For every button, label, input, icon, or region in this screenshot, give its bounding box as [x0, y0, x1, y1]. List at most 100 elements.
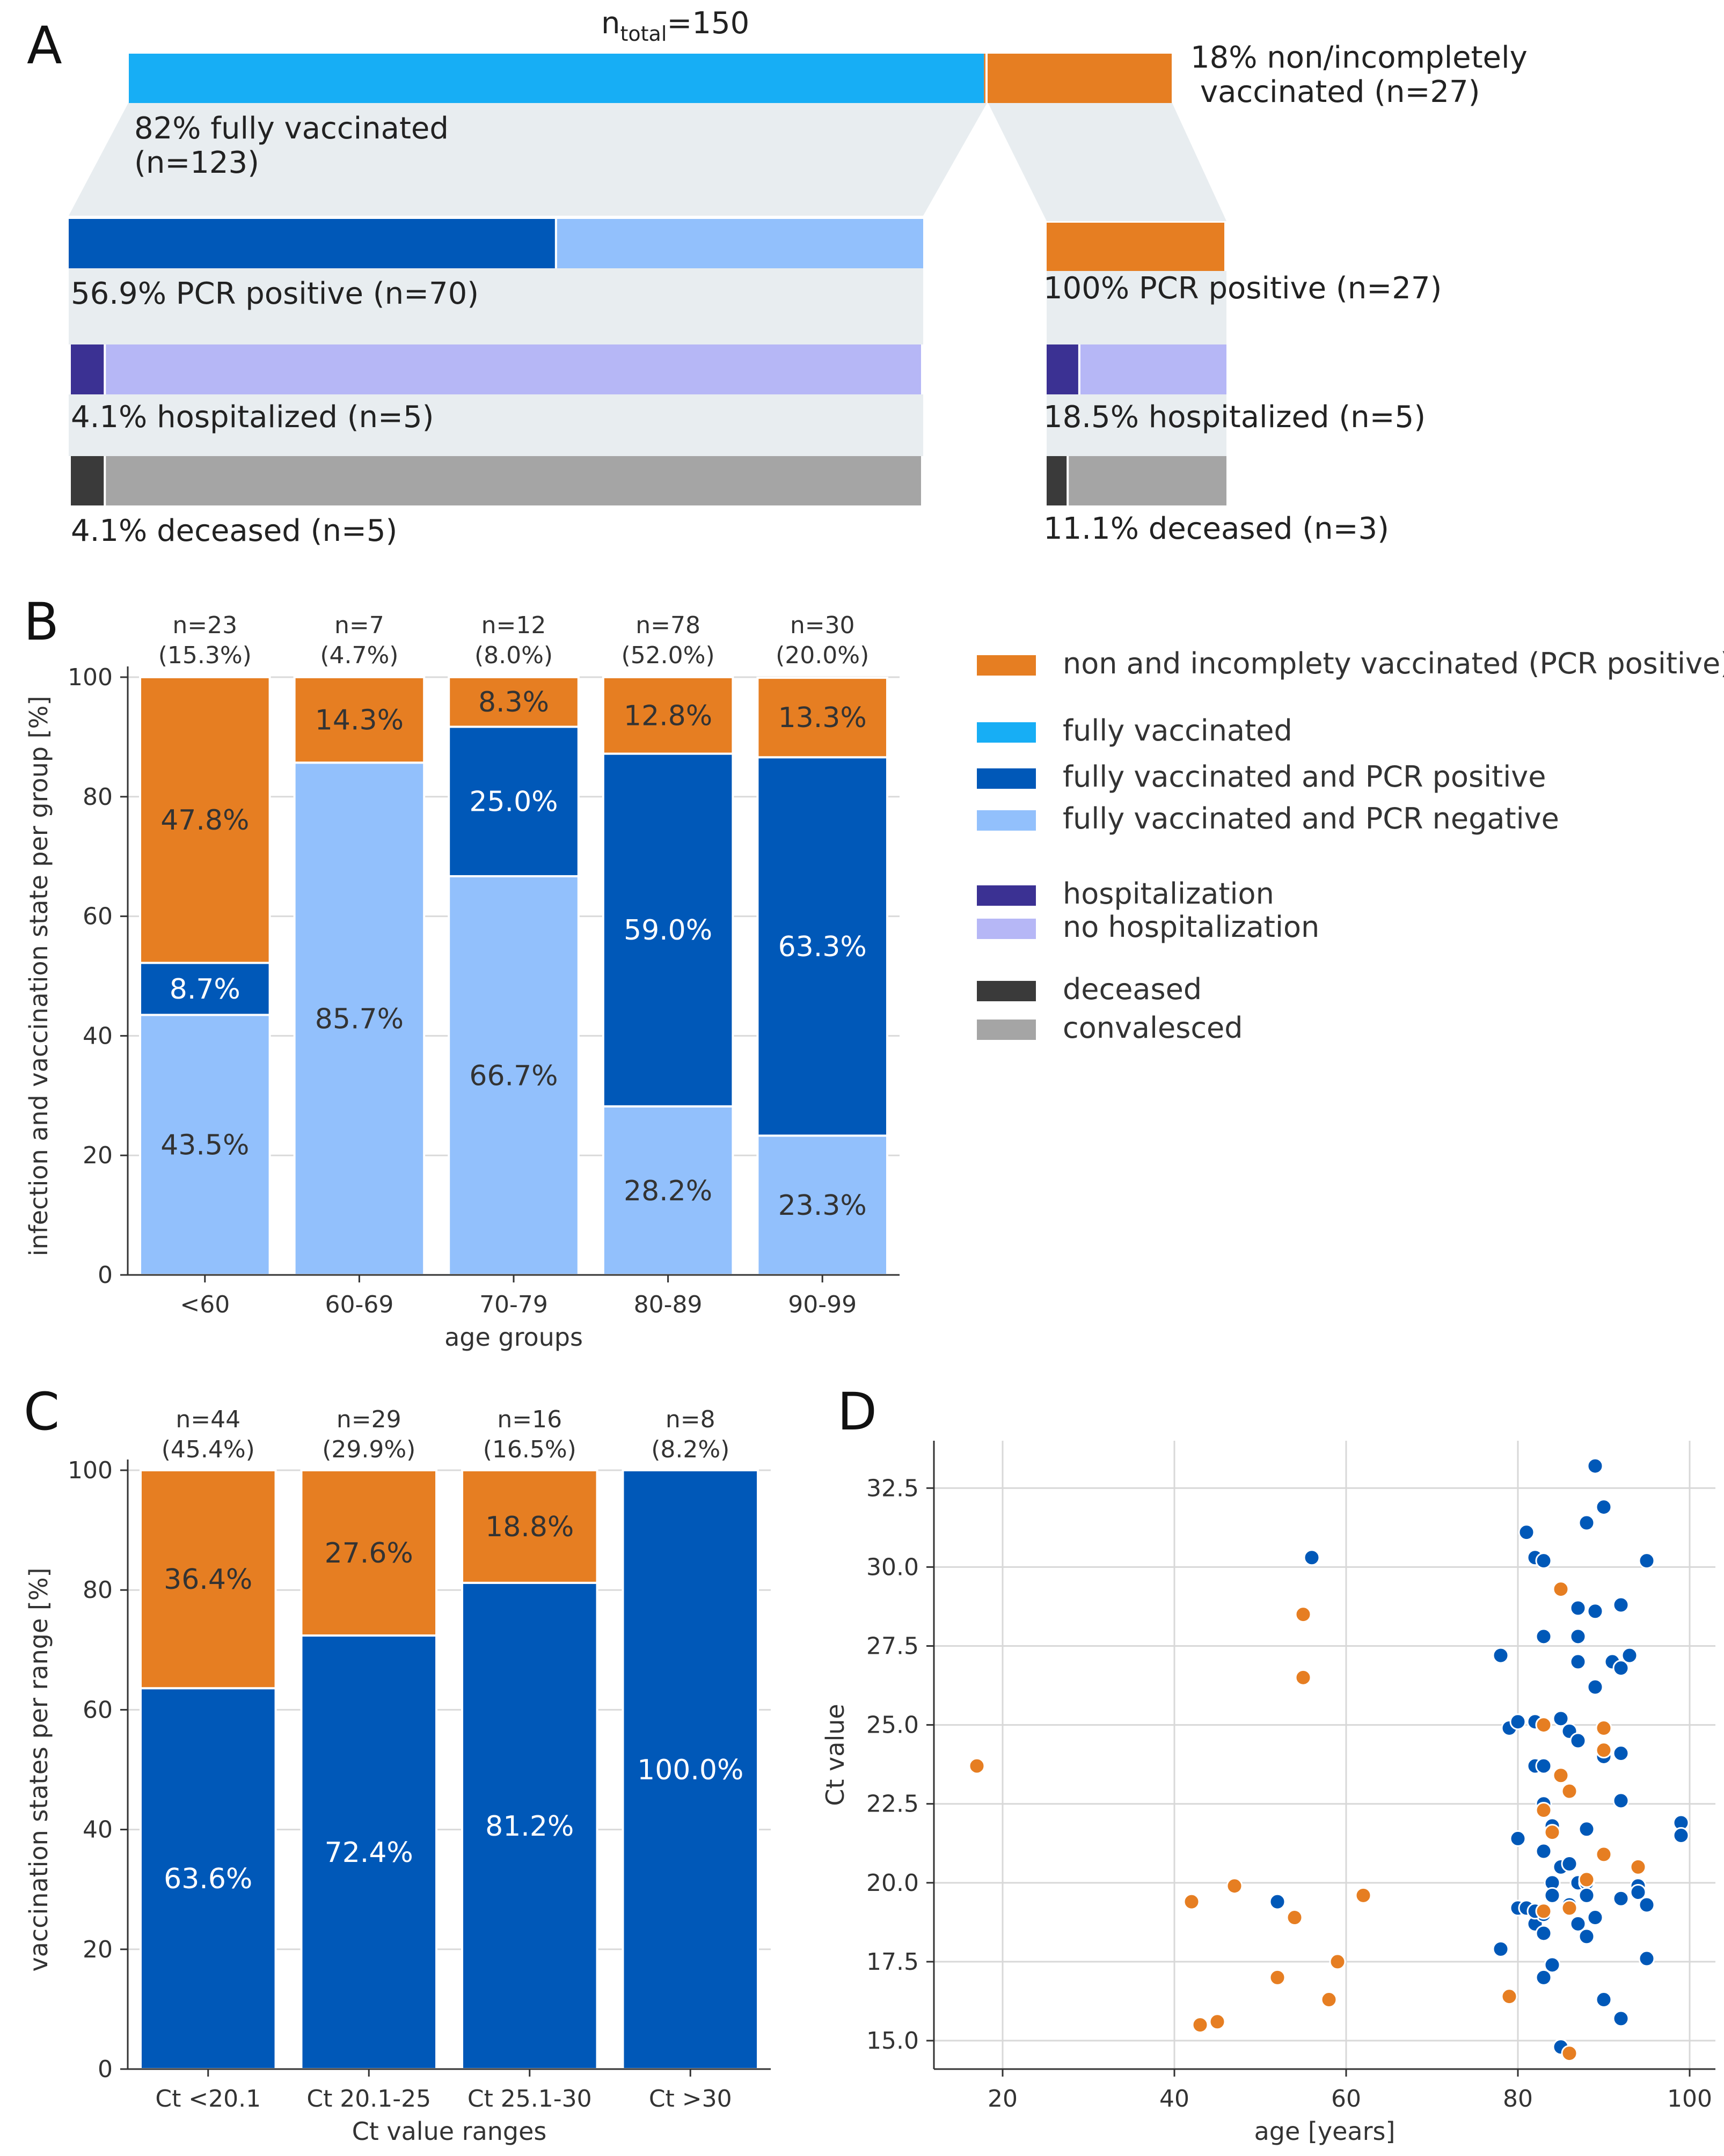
x-tick-label: Ct >30 [649, 2085, 732, 2113]
y-tick-label: 100 [68, 664, 113, 691]
bar-segment [139, 1687, 277, 2071]
x-tick-label: Ct 25.1-30 [467, 2085, 592, 2113]
scatter-point [1595, 1991, 1612, 2008]
funnel-band-right [988, 102, 1226, 221]
scatter-point [1535, 1925, 1552, 1942]
bar-value-label: 12.8% [624, 700, 712, 732]
bar-segment [293, 761, 426, 1276]
bar-value-label: 13.3% [778, 702, 867, 734]
bar-left-deceased [71, 456, 104, 505]
right-deceased-label: 11.1% deceased (n=3) [1043, 511, 1389, 546]
x-tick-label: 20 [988, 2085, 1018, 2113]
scatter-point [1286, 1909, 1303, 1926]
scatter-point [1183, 1893, 1200, 1910]
scatter-point [1561, 1856, 1578, 1873]
bar-value-label: 59.0% [624, 914, 712, 947]
bar-segment [622, 1469, 759, 2070]
bar-value-label: 100.0% [637, 1754, 743, 1786]
y-tick-label: 100 [68, 1457, 113, 1484]
scatter-point [1492, 1647, 1509, 1664]
bar-left-pcr-positive [69, 219, 555, 268]
connector-right-hosp-dec [1047, 394, 1226, 456]
bar-header-pct: (45.4%) [162, 1436, 255, 1463]
bar-value-label: 81.2% [485, 1810, 574, 1843]
scatter-point [1595, 1742, 1612, 1759]
panel-a-flow [69, 54, 1226, 505]
bar-value-label: 72.4% [325, 1837, 413, 1869]
x-tick-label: Ct 20.1-25 [306, 2085, 431, 2113]
scatter-point [1535, 1801, 1552, 1818]
bar-header-pct: (16.5%) [483, 1436, 576, 1463]
bar-segment [300, 1634, 438, 2071]
x-tick-label: 60-69 [325, 1291, 393, 1318]
scatter-point [1595, 1719, 1612, 1736]
scatter-point [1535, 1843, 1552, 1860]
bar-segment [756, 756, 888, 1137]
y-tick-label: 25.0 [866, 1712, 919, 1739]
bar-segment [756, 677, 888, 759]
scatter-point [1561, 1900, 1578, 1917]
bar-value-label: 18.8% [485, 1511, 574, 1543]
scatter-point [1518, 1524, 1535, 1541]
y-tick-label: 15.0 [866, 2027, 919, 2055]
bar-value-label: 63.6% [164, 1863, 252, 1895]
x-tick-label: 80 [1503, 2085, 1533, 2113]
left-pcr-positive-label: 56.9% PCR positive (n=70) [71, 276, 479, 311]
bar-left-hospitalized [71, 344, 104, 394]
bar-left-not-hospitalized [106, 344, 922, 394]
chart-b-age-groups: 43.5% 8.7% 47.8% n=23 (15.3%) <60 85.7% 14.3% n=… [24, 612, 900, 1352]
bar-value-label: 47.8% [160, 804, 249, 837]
right-pcr-positive-label: 100% PCR positive (n=27) [1043, 271, 1442, 306]
legend-label: fully vaccinated and PCR positive [1063, 760, 1546, 794]
scatter-point [1355, 1887, 1372, 1904]
x-tick-label: 80-89 [634, 1291, 703, 1318]
scatter-point [1535, 1969, 1552, 1986]
y-tick-label: 80 [83, 783, 113, 811]
scatter-point [1509, 1830, 1526, 1847]
connector-left-pcr-hosp [69, 268, 923, 344]
scatter-point [1544, 1824, 1561, 1841]
legend-label: fully vaccinated [1063, 714, 1292, 747]
connector-left-hosp-dec [69, 394, 923, 456]
scatter-point [1612, 2010, 1630, 2027]
bar-value-label: 8.3% [478, 686, 549, 718]
x-tick-label: 70-79 [479, 1291, 548, 1318]
chart-d-scatter: 20 40 60 80 100 15.0 17.5 20.0 22.5 25.0 27.5 30.0 3… [821, 1441, 1715, 2146]
legend-label: no hospitalization [1063, 910, 1319, 944]
scatter-point [968, 1757, 985, 1774]
bar-segment [448, 875, 580, 1277]
scatter-point [1595, 1499, 1612, 1516]
bar-header-n: n=23 [172, 612, 237, 639]
scatter-point [1561, 1783, 1578, 1800]
scatter-point [1535, 1717, 1552, 1734]
scatter-point [1672, 1827, 1690, 1844]
scatter-point [1569, 1628, 1587, 1645]
bar-segment [602, 676, 734, 755]
y-tick-label: 30.0 [866, 1553, 919, 1581]
bar-header-n: n=7 [334, 612, 384, 639]
bar-header-pct: (15.3%) [158, 642, 252, 669]
bar-header-n: n=44 [176, 1406, 240, 1433]
bar-value-label: 43.5% [160, 1130, 249, 1162]
scatter-point [1569, 1732, 1587, 1749]
scatter-point [1552, 1710, 1569, 1727]
scatter-point [1501, 1988, 1518, 2005]
bar-segment [300, 1469, 438, 1637]
y-tick-label: 60 [83, 1696, 113, 1724]
y-tick-label: 27.5 [866, 1632, 919, 1660]
left-hospitalized-label: 4.1% hospitalized (n=5) [71, 400, 434, 435]
scatter-point [1587, 1457, 1604, 1475]
scatter-point [1492, 1940, 1509, 1957]
y-axis-title: infection and vaccination state per grou… [24, 696, 53, 1256]
y-tick-label: 20 [83, 1142, 113, 1169]
bar-value-label: 25.0% [469, 786, 558, 818]
bar-header-pct: (52.0%) [622, 642, 715, 669]
legend-label: deceased [1063, 972, 1202, 1006]
y-tick-label: 60 [83, 903, 113, 930]
scatter-point [1544, 1956, 1561, 1974]
y-tick-label: 80 [83, 1576, 113, 1604]
chart-c-ct-ranges: 63.6% 36.4% n=44 (45.4%) Ct <20.1 72.4% 27.6% n… [24, 1406, 771, 2146]
scatter-point [1578, 1887, 1595, 1904]
legend-swatch [977, 768, 1036, 789]
